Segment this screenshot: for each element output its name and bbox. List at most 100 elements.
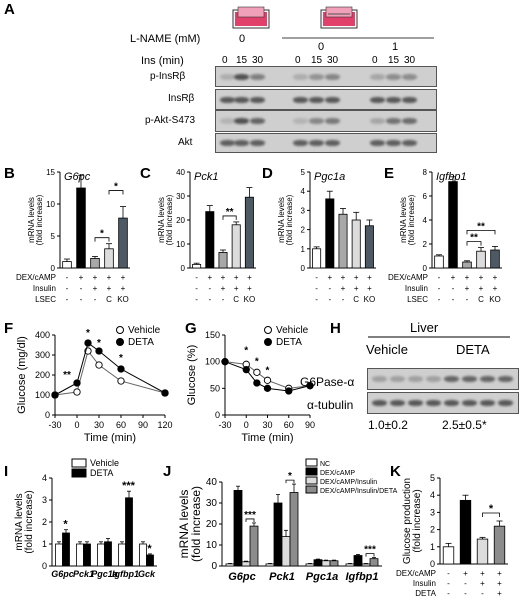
bar	[338, 213, 348, 269]
condition-sign: +	[354, 273, 359, 282]
y-axis-label: (fold increase)	[35, 194, 44, 245]
bar	[325, 198, 335, 269]
ins-time-label: 0	[295, 55, 301, 66]
y-tick-label: 0	[51, 264, 56, 273]
y-tick-label: 2	[42, 517, 47, 527]
y-tick-label: 2	[423, 240, 428, 249]
significance-label: ***	[122, 480, 136, 492]
blot-band	[498, 376, 513, 382]
condition-sign: +	[479, 284, 484, 293]
blot-band	[402, 118, 417, 124]
significance-label: *	[244, 346, 248, 357]
legend-marker	[71, 458, 87, 468]
y-axis-label: mRNA levels	[277, 197, 286, 243]
legend-label: Vehicle	[90, 458, 119, 468]
y-tick-label: 3	[301, 206, 306, 215]
blot-label-p-akt: p-Akt-S473	[145, 115, 196, 126]
blot-band	[462, 376, 477, 382]
bar	[139, 543, 147, 567]
blot-band	[325, 73, 340, 80]
data-point	[73, 379, 81, 387]
bar	[329, 560, 339, 567]
condition-sign: KO	[244, 295, 256, 304]
panel-label-d: D	[262, 165, 273, 182]
condition-sign: +	[79, 273, 84, 282]
significance-bracket	[108, 190, 124, 195]
legend-label: Vehicle	[276, 325, 309, 336]
blot-label-p-insrb: p-InsRβ	[150, 71, 186, 82]
y-tick-label: 30	[176, 192, 185, 201]
blot-label-akt: Akt	[178, 137, 193, 148]
bar	[313, 559, 323, 567]
legend-label: DEX/cAMP	[320, 470, 355, 477]
significance-label: *	[266, 365, 270, 376]
bar	[351, 219, 361, 269]
bar	[448, 181, 458, 269]
condition-sign: -	[438, 273, 441, 282]
condition-sign: +	[354, 284, 359, 293]
x-tick-label: G6pc	[228, 571, 256, 583]
condition-sign: +	[479, 273, 484, 282]
blot-band	[402, 96, 417, 103]
bar	[241, 561, 251, 567]
bar	[321, 560, 331, 567]
blot-band	[234, 73, 249, 80]
panel-label-g: G	[185, 320, 197, 337]
panel-label-e: E	[384, 165, 395, 182]
y-axis-label: mRNA levels	[157, 197, 166, 243]
condition-sign: -	[464, 589, 467, 598]
condition-sign: +	[341, 284, 346, 293]
condition-sign: +	[247, 273, 252, 282]
bar	[244, 196, 254, 269]
data-point	[242, 366, 250, 374]
data-point	[117, 365, 125, 373]
series-line	[54, 349, 166, 396]
y-tick-label: 0	[423, 264, 428, 273]
bar	[76, 543, 84, 567]
quant-vehicle: 1.0±0.2	[368, 418, 408, 432]
y-tick-label: 30	[206, 498, 218, 509]
y-axis-label: mRNA levels	[14, 493, 25, 550]
blot-band	[234, 96, 249, 103]
legend-label: DETA	[128, 337, 154, 348]
y-tick-label: 0	[45, 410, 50, 420]
x-tick-label: Pck1	[269, 571, 295, 583]
panel-label-f: F	[4, 320, 14, 337]
blot-band	[370, 140, 385, 146]
bar	[104, 248, 114, 269]
condition-sign: +	[367, 273, 372, 282]
blot-band	[309, 96, 324, 103]
condition-sign: -	[195, 284, 198, 293]
condition-sign: +	[465, 273, 470, 282]
legend-marker	[305, 485, 318, 494]
group-vehicle: Vehicle	[366, 342, 408, 357]
condition-label: DETA	[415, 589, 436, 598]
bar	[353, 555, 363, 567]
data-point	[95, 361, 103, 369]
y-tick-label: 4	[423, 216, 428, 225]
data-point	[95, 347, 103, 355]
legend-label: Vehicle	[128, 325, 161, 336]
data-point	[263, 384, 272, 392]
blot-band	[372, 400, 387, 406]
blot-band	[386, 140, 401, 146]
condition-label: Insulin	[33, 284, 56, 293]
condition-sign: +	[121, 284, 126, 293]
bar	[218, 252, 228, 269]
blot-strip	[215, 66, 437, 87]
blot-band	[408, 400, 423, 406]
significance-label: *	[288, 471, 292, 482]
legend-marker	[71, 468, 87, 478]
data-point	[253, 379, 261, 387]
chart-title: Pck1	[194, 171, 218, 183]
significance-bracket	[94, 237, 110, 242]
y-tick-label: 20	[206, 519, 218, 530]
legend-label: DETA	[90, 468, 113, 478]
data-point	[161, 389, 169, 397]
legend-label: DEX/cAMP/Insulin	[320, 479, 377, 486]
data-point	[253, 368, 261, 376]
panel-label-j: J	[163, 463, 172, 480]
blot-band	[462, 400, 477, 406]
blot-band	[309, 118, 324, 124]
